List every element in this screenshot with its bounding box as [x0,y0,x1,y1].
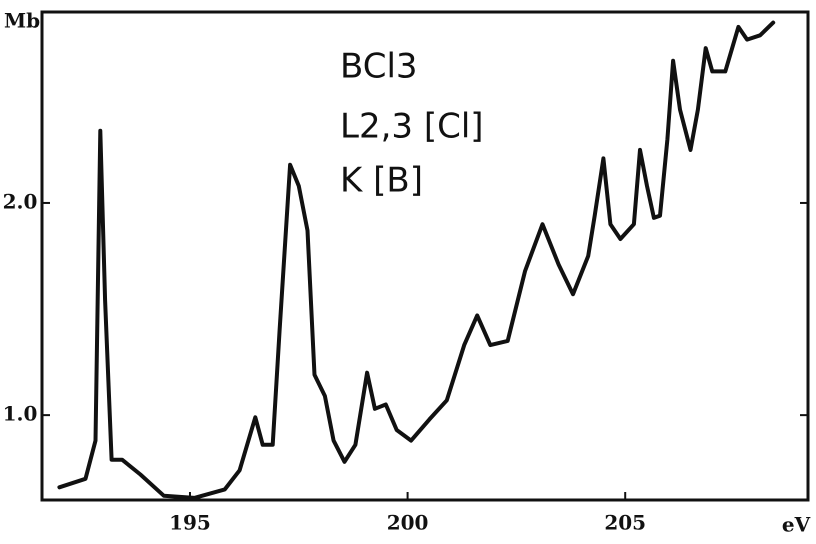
x-axis-label: eV [782,513,811,537]
line [57,20,776,500]
annotation: BCl3 [340,47,418,87]
y-tick-label: 2.0 [3,189,38,213]
x-tick-label: 205 [604,511,646,535]
y-tick-label: 1.0 [3,402,38,426]
x-tick-label: 195 [169,511,211,535]
x-tick-label: 200 [387,511,429,535]
annotation: K [B] [340,161,423,201]
y-axis-label: Mb [4,9,40,33]
plot-frame [40,10,810,502]
annotation: L2,3 [Cl] [340,107,484,147]
